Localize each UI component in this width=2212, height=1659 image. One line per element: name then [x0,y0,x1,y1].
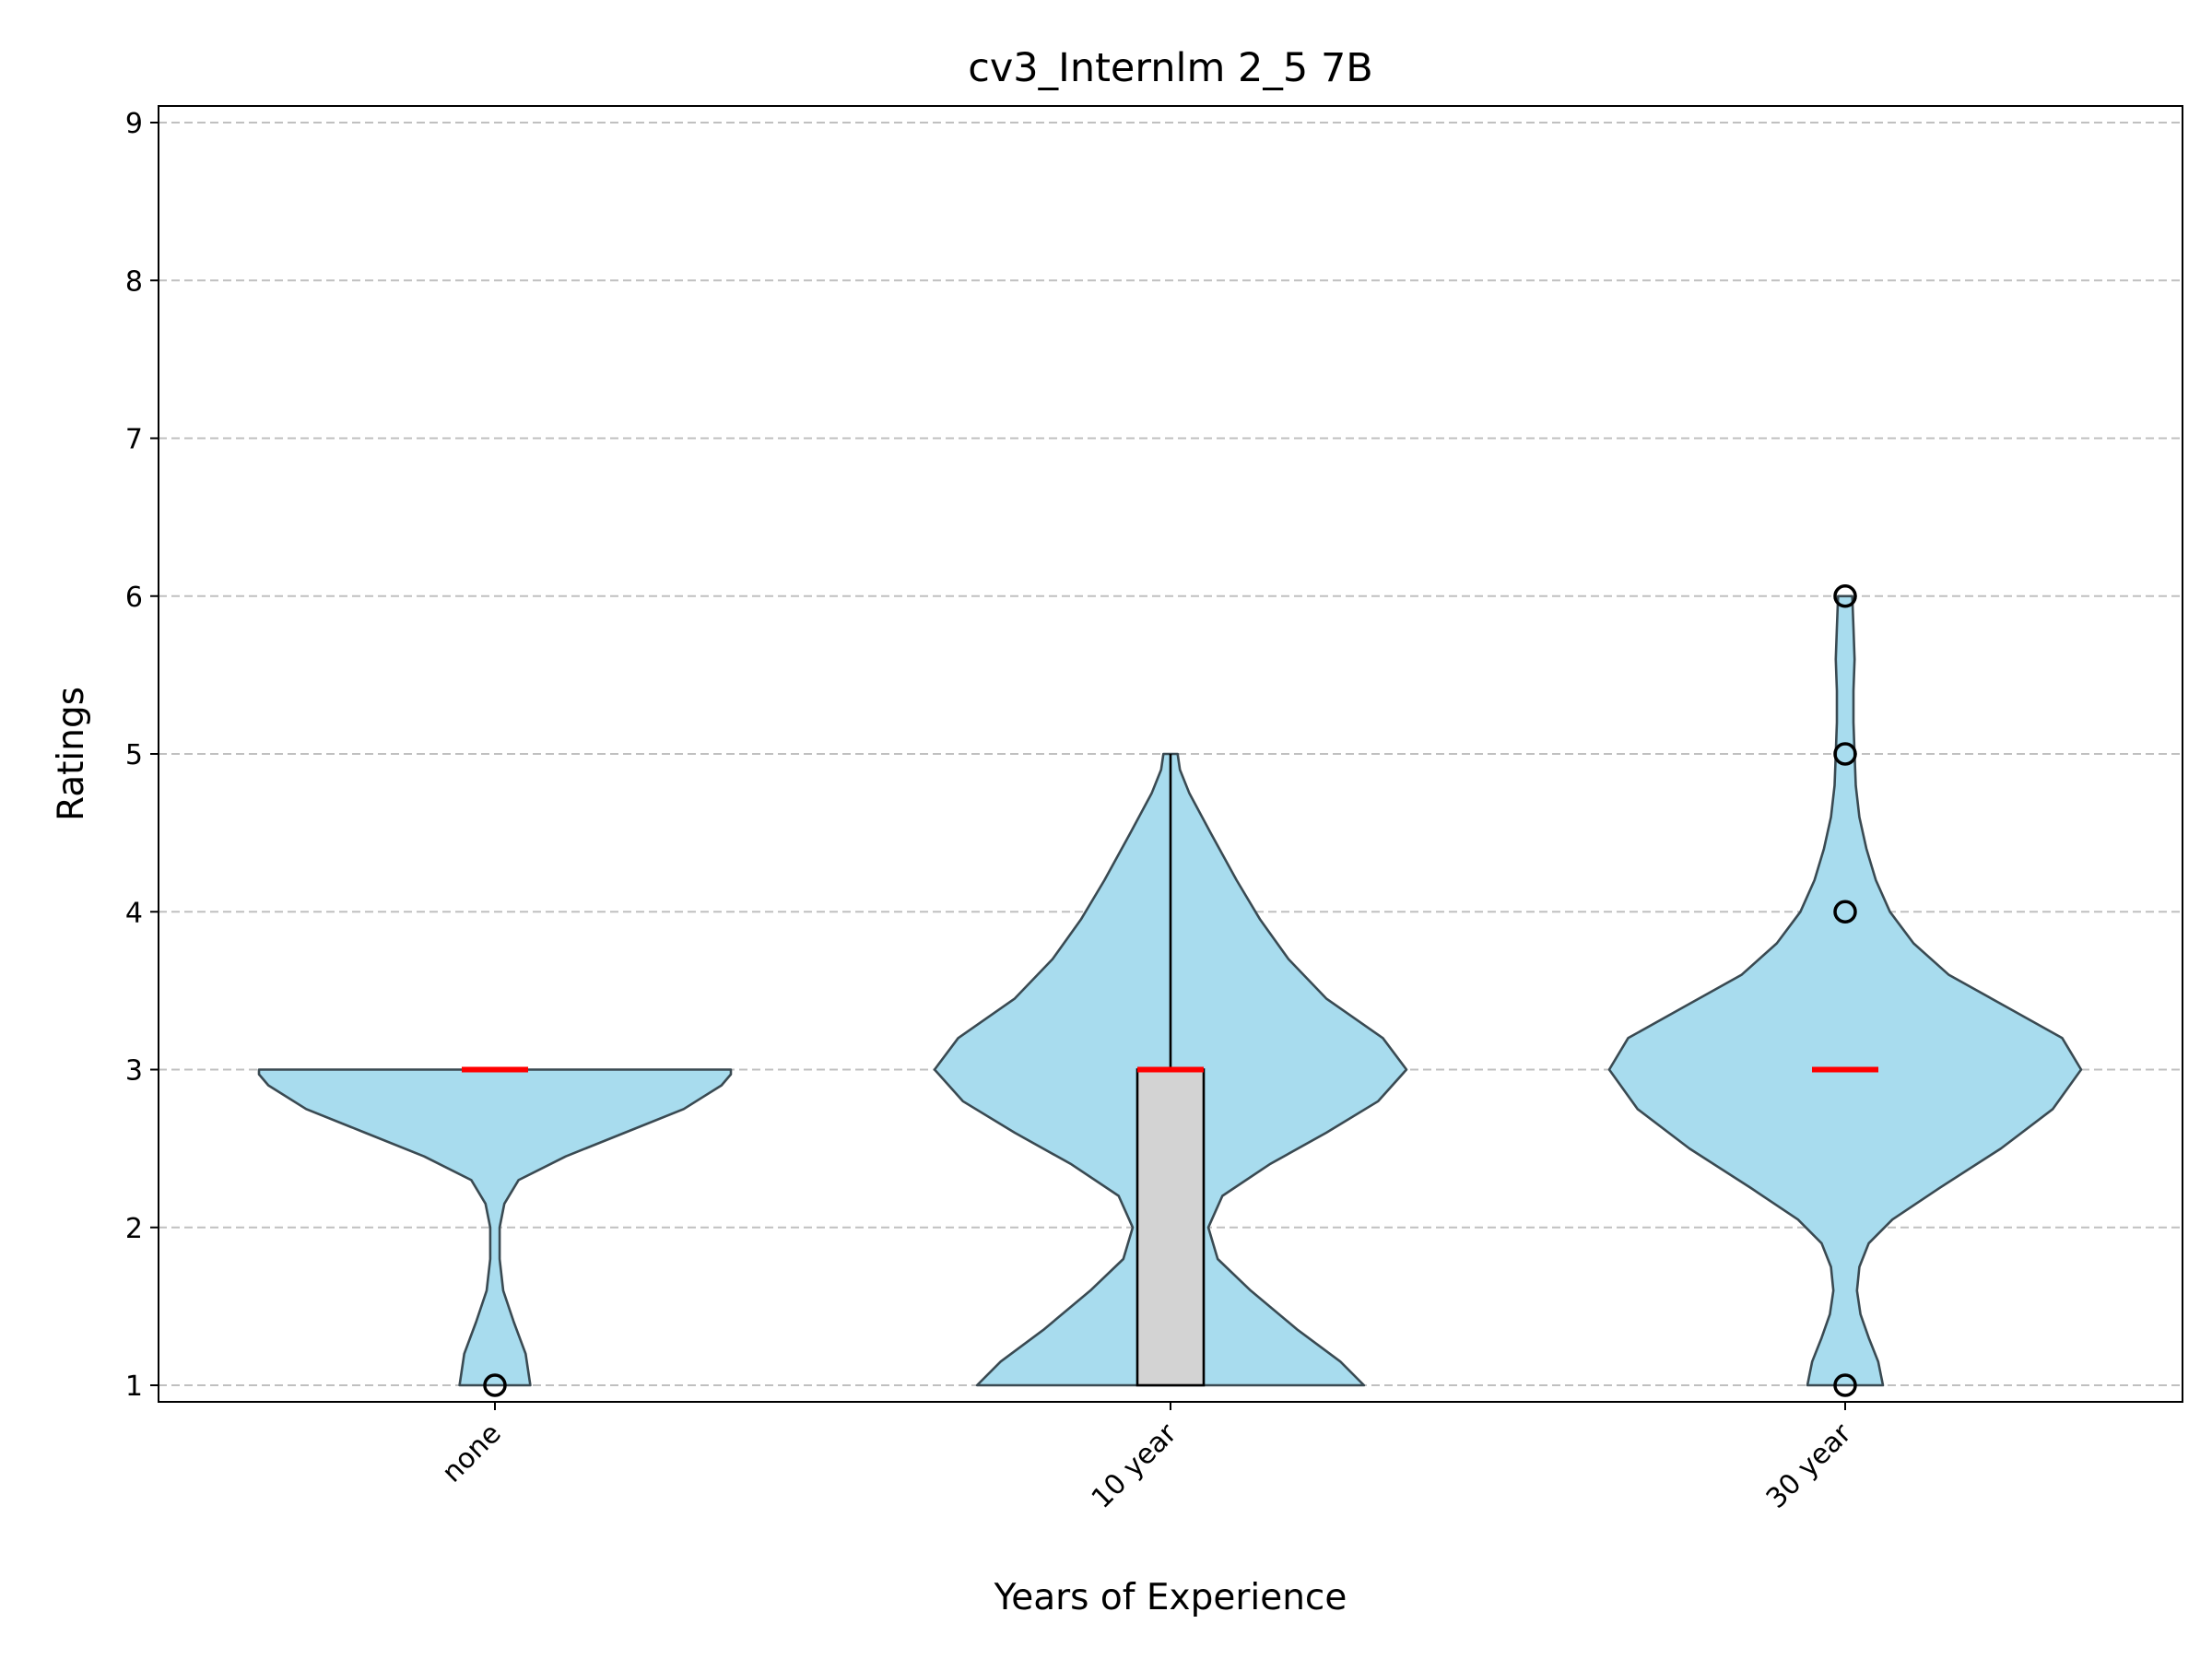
y-tick-label-3: 3 [125,1055,143,1088]
outlier-point-2-0 [1833,1373,1857,1397]
y-tick-label-2: 2 [125,1213,143,1245]
y-tick-label-9: 9 [125,108,143,140]
chart-title: cv3_Internlm 2_5 7B [968,45,1373,91]
y-tick-label-4: 4 [125,897,143,929]
violin-0 [257,1068,733,1387]
y-tick-label-8: 8 [125,265,143,298]
y-tick-label-1: 1 [125,1371,143,1403]
box-1 [1135,1068,1206,1387]
outlier-point-2-2 [1833,742,1857,766]
y-tick-label-5: 5 [125,739,143,771]
y-tick-label-7: 7 [125,424,143,456]
outlier-point-0-0 [483,1373,507,1397]
outlier-point-2-1 [1833,900,1857,924]
box-plots [462,754,1878,1387]
y-tick-label-6: 6 [125,582,143,614]
y-axis-label: Ratings [51,687,92,821]
y-axis-ticks: 1 2 3 4 5 6 7 8 9 [125,108,159,1403]
outlier-point-2-3 [1833,584,1857,608]
x-axis-label: Years of Experience [994,1577,1347,1618]
violin-2 [1607,594,2083,1387]
outlier-markers [483,584,1857,1397]
